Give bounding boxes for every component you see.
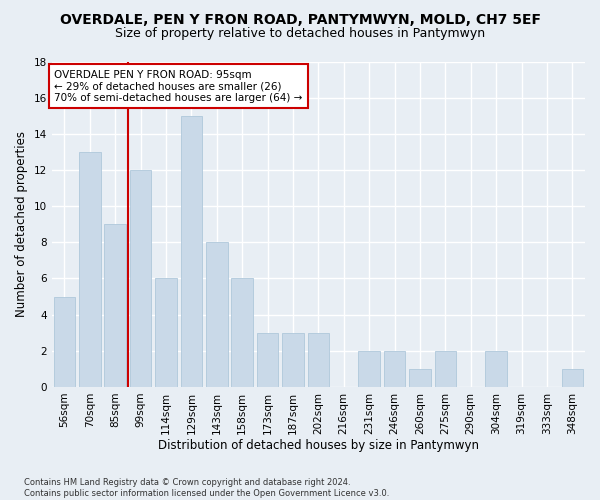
Bar <box>384 351 406 387</box>
Bar <box>257 332 278 387</box>
Bar <box>130 170 151 387</box>
Bar <box>282 332 304 387</box>
Bar <box>308 332 329 387</box>
Bar <box>104 224 126 387</box>
Bar <box>181 116 202 387</box>
Text: OVERDALE PEN Y FRON ROAD: 95sqm
← 29% of detached houses are smaller (26)
70% of: OVERDALE PEN Y FRON ROAD: 95sqm ← 29% of… <box>55 70 303 103</box>
Bar <box>358 351 380 387</box>
Bar <box>155 278 177 387</box>
Bar <box>485 351 507 387</box>
Text: Size of property relative to detached houses in Pantymwyn: Size of property relative to detached ho… <box>115 28 485 40</box>
Bar <box>232 278 253 387</box>
X-axis label: Distribution of detached houses by size in Pantymwyn: Distribution of detached houses by size … <box>158 440 479 452</box>
Text: Contains HM Land Registry data © Crown copyright and database right 2024.
Contai: Contains HM Land Registry data © Crown c… <box>24 478 389 498</box>
Text: OVERDALE, PEN Y FRON ROAD, PANTYMWYN, MOLD, CH7 5EF: OVERDALE, PEN Y FRON ROAD, PANTYMWYN, MO… <box>59 12 541 26</box>
Bar <box>79 152 101 387</box>
Bar <box>53 296 75 387</box>
Bar <box>206 242 227 387</box>
Bar <box>409 369 431 387</box>
Y-axis label: Number of detached properties: Number of detached properties <box>15 131 28 317</box>
Bar <box>434 351 456 387</box>
Bar <box>562 369 583 387</box>
